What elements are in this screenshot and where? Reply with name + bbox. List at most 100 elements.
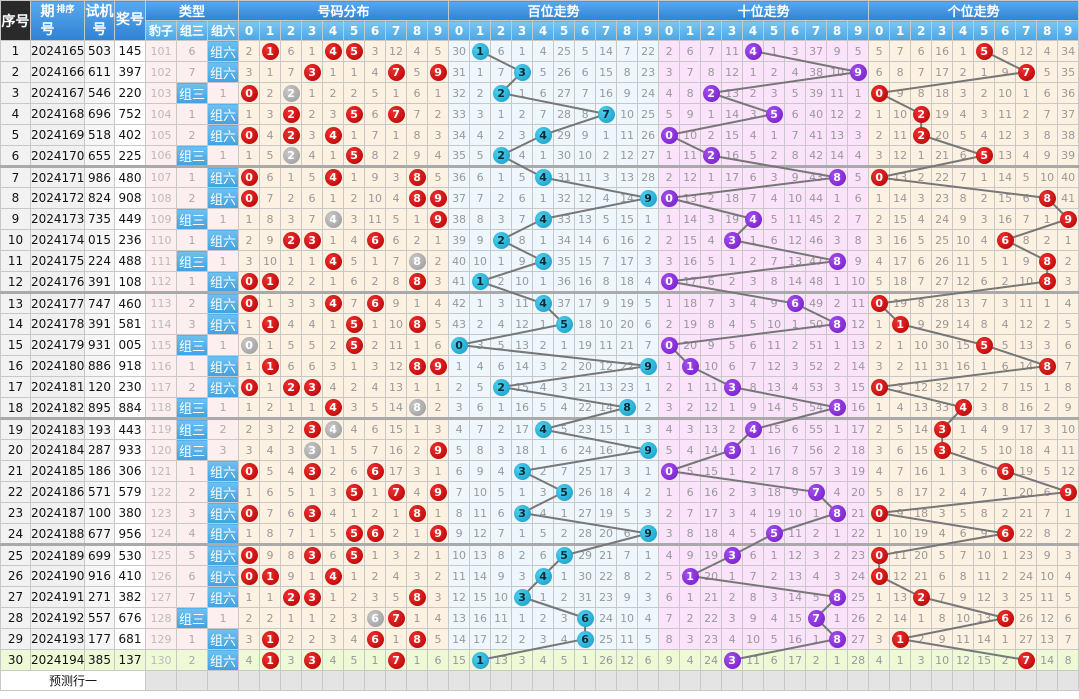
ge-cell: 23 [1015, 544, 1038, 566]
predict-cell[interactable] [1036, 670, 1059, 691]
predict-cell[interactable] [994, 670, 1017, 691]
predict-cell[interactable] [889, 670, 912, 691]
dist-cell: 1 [259, 628, 282, 650]
predict-cell[interactable] [742, 670, 765, 691]
row-trial: 735 [84, 208, 115, 230]
bai-cell: 7 [553, 460, 576, 482]
predict-cell[interactable] [448, 670, 471, 691]
shi-cell: 25 [847, 586, 870, 608]
bai-cell: 10 [469, 250, 492, 272]
predict-cell[interactable] [238, 670, 261, 691]
predict-cell[interactable] [206, 670, 240, 691]
bai-cell: 5 [532, 523, 555, 546]
predict-cell[interactable] [364, 670, 387, 691]
predict-cell[interactable] [490, 670, 513, 691]
ge-cell: 10 [889, 523, 912, 546]
predict-cell[interactable] [931, 670, 954, 691]
ge-cell: 8 [1036, 124, 1059, 146]
predict-cell[interactable] [1057, 670, 1079, 691]
bai-cell: 4 [532, 502, 555, 524]
table-row: 6 2024170 655 225 106 组三 1 1 5 2 4 1 5 8 2 9 4 35 5 2 4 1 30 10… [0, 145, 1079, 168]
predict-cell[interactable] [322, 670, 345, 691]
ge-cell: 3 [952, 460, 975, 482]
dist-cell: 6 [364, 607, 387, 629]
predict-cell[interactable] [910, 670, 933, 691]
predict-cell[interactable] [826, 670, 849, 691]
bai-cell: 17 [511, 418, 534, 440]
ge-cell: 4 [910, 208, 933, 230]
dist-cell: 1 [385, 82, 408, 104]
ge-cell: 2 [910, 166, 933, 188]
shi-cell: 19 [847, 460, 870, 482]
table-row: 27 2024191 271 382 127 7 组六 1 1 2 3 1 2 3 5 8 3 12 15 10 3 1 2… [0, 586, 1079, 608]
dist-cell: 1 [427, 460, 450, 482]
predict-cell[interactable] [847, 670, 870, 691]
predict-cell[interactable] [1015, 670, 1038, 691]
hit-ball: 5 [555, 547, 573, 564]
shi-cell: 10 [826, 61, 849, 83]
dist-cell: 9 [427, 187, 450, 209]
ge-cell: 0 [868, 376, 891, 398]
shi-cell: 3 [826, 229, 849, 251]
predict-cell[interactable] [658, 670, 681, 691]
predict-cell[interactable] [427, 670, 450, 691]
predict-cell[interactable] [763, 670, 786, 691]
predict-cell[interactable] [301, 670, 324, 691]
predict-cell[interactable] [616, 670, 639, 691]
ge-cell: 7 [952, 544, 975, 566]
predict-cell[interactable] [511, 670, 534, 691]
shi-cell: 4 [679, 439, 702, 461]
shi-cell: 2 [763, 145, 786, 168]
ge-cell: 18 [1015, 439, 1038, 461]
predict-cell[interactable] [868, 670, 891, 691]
predict-cell[interactable] [343, 670, 366, 691]
dist-cell: 1 [238, 208, 261, 230]
table-row: 28 2024192 557 676 128 组三 1 2 2 1 1 2 3 6 7 1 4 13 16 11 1 2 3… [0, 607, 1079, 629]
ge-cell: 11 [994, 103, 1017, 125]
predict-cell[interactable] [679, 670, 702, 691]
predict-cell[interactable] [784, 670, 807, 691]
shi-cell: 3 [847, 124, 870, 146]
predict-cell[interactable] [259, 670, 282, 691]
predict-cell[interactable] [637, 670, 660, 691]
predict-cell[interactable] [574, 670, 597, 691]
row-issue: 2024176 [30, 271, 85, 294]
predict-cell[interactable] [406, 670, 429, 691]
ge-cell: 0 [868, 502, 891, 524]
shi-cell: 17 [847, 418, 870, 440]
predict-row[interactable]: 预测行一 [0, 670, 1079, 691]
predict-cell[interactable] [952, 670, 975, 691]
hit-ball: 8 [1038, 252, 1056, 270]
header-issue[interactable]: 期号排序 [30, 0, 85, 41]
dist-cell: 1 [238, 313, 261, 335]
dist-cell: 6 [385, 229, 408, 251]
predict-cell[interactable] [532, 670, 555, 691]
header-seq: 序号 [0, 0, 31, 41]
predict-label[interactable]: 预测行一 [0, 670, 146, 691]
dist-digit-header: 1 [259, 20, 282, 41]
predict-cell[interactable] [973, 670, 996, 691]
shi-cell: 8 [847, 229, 870, 251]
shi-cell: 2 [679, 607, 702, 629]
bai-digit-header: 7 [595, 20, 618, 41]
sort-button[interactable]: 排序 [56, 4, 75, 15]
predict-cell[interactable] [595, 670, 618, 691]
shi-cell: 2 [763, 565, 786, 587]
predict-cell[interactable] [176, 670, 208, 691]
table-row: 16 2024180 886 918 116 1 组六 1 1 6 6 3 1 3 12 8 9 1 4 6 14 3 2 2… [0, 355, 1079, 377]
predict-cell[interactable] [721, 670, 744, 691]
predict-cell[interactable] [280, 670, 303, 691]
predict-cell[interactable] [469, 670, 492, 691]
dist-cell: 4 [343, 229, 366, 251]
shi-cell: 8 [658, 628, 681, 650]
hit-ball: 0 [870, 504, 888, 522]
ge-cell: 11 [1036, 586, 1059, 608]
dist-cell: 1 [280, 166, 303, 188]
predict-cell[interactable] [553, 670, 576, 691]
predict-cell[interactable] [145, 670, 177, 691]
predict-cell[interactable] [385, 670, 408, 691]
dist-cell: 1 [238, 481, 261, 503]
ge-cell: 13 [994, 145, 1017, 168]
predict-cell[interactable] [700, 670, 723, 691]
predict-cell[interactable] [805, 670, 828, 691]
